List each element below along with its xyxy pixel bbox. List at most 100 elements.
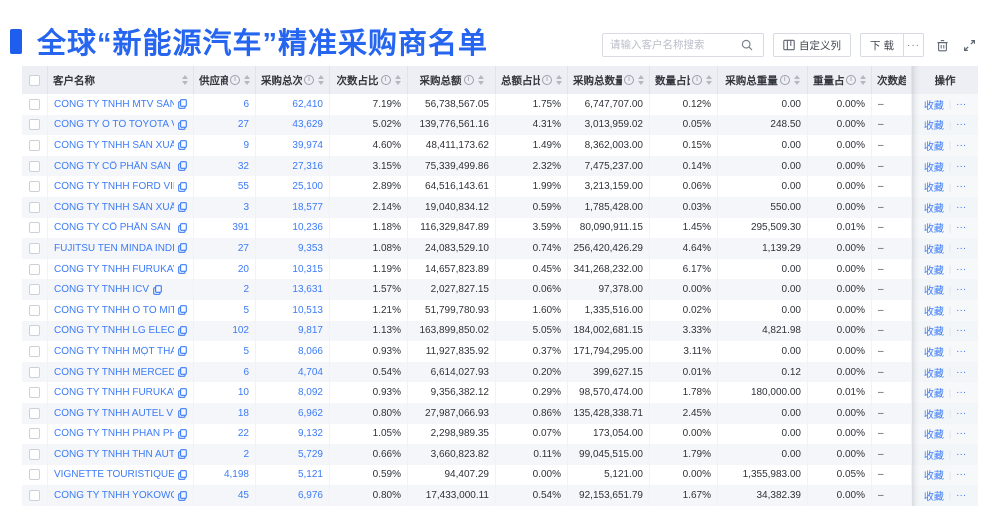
favorite-button[interactable]: 收藏: [923, 224, 944, 236]
supplier-count-link[interactable]: 22: [194, 423, 256, 445]
customer-name-link[interactable]: CÔNG TY TNHH MERCEDES-B...: [54, 366, 174, 378]
column-header[interactable]: 次数占比: [330, 66, 408, 94]
supplier-count-link[interactable]: 27: [194, 114, 256, 136]
sort-icon[interactable]: [706, 75, 712, 85]
supplier-count-link[interactable]: 32: [194, 155, 256, 177]
sort-icon[interactable]: [556, 75, 562, 85]
customer-name-link[interactable]: CÔNG TY TNHH THN AUTOPAR...: [54, 448, 174, 460]
column-header[interactable]: 供应商: [194, 66, 256, 94]
column-header[interactable]: 客户名称: [48, 66, 194, 94]
row-checkbox[interactable]: [29, 304, 40, 316]
purchase-times-link[interactable]: 62,410: [256, 94, 330, 115]
row-more-button[interactable]: ···: [956, 222, 967, 234]
copy-icon[interactable]: [178, 202, 187, 213]
copy-icon[interactable]: [178, 161, 187, 171]
customer-name-link[interactable]: CÔNG TY TNHH PHÂN PHỐI T...: [54, 428, 174, 440]
favorite-button[interactable]: 收藏: [923, 141, 944, 153]
customer-name-link[interactable]: CÔNG TY CỔ PHẦN SẢN XUẤT...: [54, 160, 174, 172]
row-checkbox[interactable]: [29, 284, 40, 296]
purchase-times-link[interactable]: 27,316: [256, 155, 330, 177]
purchase-times-link[interactable]: 10,513: [256, 299, 330, 321]
column-header[interactable]: 数量占比: [650, 66, 718, 94]
favorite-button[interactable]: 收藏: [923, 430, 944, 442]
row-checkbox[interactable]: [29, 490, 40, 502]
row-checkbox[interactable]: [29, 139, 40, 151]
supplier-count-link[interactable]: 391: [194, 217, 256, 239]
select-all-checkbox[interactable]: [29, 74, 40, 86]
copy-icon[interactable]: [178, 387, 187, 398]
row-more-button[interactable]: ···: [956, 139, 967, 151]
purchase-times-link[interactable]: 8,092: [256, 382, 330, 403]
favorite-button[interactable]: 收藏: [923, 265, 944, 277]
copy-icon[interactable]: [178, 490, 187, 501]
row-more-button[interactable]: ···: [956, 119, 967, 131]
row-more-button[interactable]: ···: [956, 242, 967, 254]
favorite-button[interactable]: 收藏: [923, 306, 944, 318]
supplier-count-link[interactable]: 10: [194, 382, 256, 403]
row-more-button[interactable]: ···: [956, 160, 967, 172]
supplier-count-link[interactable]: 2: [194, 444, 256, 465]
favorite-button[interactable]: 收藏: [923, 492, 944, 504]
info-icon[interactable]: [380, 75, 391, 85]
favorite-button[interactable]: 收藏: [923, 368, 944, 380]
purchase-times-link[interactable]: 9,817: [256, 320, 330, 342]
row-more-button[interactable]: ···: [956, 181, 967, 193]
row-checkbox[interactable]: [29, 428, 40, 440]
download-more-button[interactable]: ···: [904, 33, 924, 57]
purchase-times-link[interactable]: 10,315: [256, 258, 330, 280]
info-icon[interactable]: [692, 75, 702, 85]
copy-icon[interactable]: [178, 140, 187, 151]
row-checkbox[interactable]: [29, 98, 40, 110]
supplier-count-link[interactable]: 5: [194, 341, 256, 362]
supplier-count-link[interactable]: 55: [194, 176, 256, 197]
row-more-button[interactable]: ···: [956, 98, 967, 110]
copy-icon[interactable]: [178, 99, 187, 110]
customer-name-link[interactable]: CÔNG TY TNHH MỘT THÀNH V...: [54, 345, 174, 357]
row-more-button[interactable]: ···: [956, 407, 967, 419]
favorite-button[interactable]: 收藏: [923, 286, 944, 298]
sort-icon[interactable]: [318, 75, 324, 85]
row-checkbox[interactable]: [29, 263, 40, 275]
sort-icon[interactable]: [860, 75, 866, 85]
favorite-button[interactable]: 收藏: [923, 162, 944, 174]
row-checkbox[interactable]: [29, 448, 40, 460]
sort-icon[interactable]: [477, 75, 484, 85]
row-checkbox[interactable]: [29, 160, 40, 172]
supplier-count-link[interactable]: 3: [194, 196, 256, 218]
purchase-times-link[interactable]: 43,629: [256, 114, 330, 136]
info-icon[interactable]: [463, 75, 474, 85]
row-checkbox[interactable]: [29, 242, 40, 254]
purchase-times-link[interactable]: 6,962: [256, 402, 330, 424]
supplier-count-link[interactable]: 2: [194, 279, 256, 300]
search-icon[interactable]: [738, 36, 756, 54]
copy-icon[interactable]: [178, 367, 187, 377]
info-icon[interactable]: [846, 75, 856, 85]
purchase-times-link[interactable]: 5,729: [256, 444, 330, 465]
row-more-button[interactable]: ···: [956, 428, 967, 440]
customer-name-link[interactable]: VIGNETTE TOURISTIQUE G UNI...: [54, 469, 174, 481]
favorite-button[interactable]: 收藏: [923, 100, 944, 112]
copy-icon[interactable]: [178, 120, 187, 130]
favorite-button[interactable]: 收藏: [923, 450, 944, 462]
sort-icon[interactable]: [394, 75, 401, 85]
sort-icon[interactable]: [638, 75, 644, 85]
favorite-button[interactable]: 收藏: [923, 347, 944, 359]
supplier-count-link[interactable]: 45: [194, 485, 256, 506]
sort-icon[interactable]: [244, 75, 250, 85]
customer-name-link[interactable]: CÔNG TY TNHH FURUKAWA A...: [54, 387, 174, 399]
row-more-button[interactable]: ···: [956, 263, 967, 275]
row-checkbox[interactable]: [29, 469, 40, 481]
supplier-count-link[interactable]: 9: [194, 135, 256, 156]
customize-columns-button[interactable]: 自定义列: [773, 33, 851, 57]
customer-name-link[interactable]: FUJITSU TEN MINDA INDIA PVT...: [54, 242, 174, 254]
purchase-times-link[interactable]: 39,974: [256, 135, 330, 156]
purchase-times-link[interactable]: 13,631: [256, 279, 330, 300]
row-checkbox[interactable]: [29, 181, 40, 193]
row-more-button[interactable]: ···: [956, 448, 967, 460]
row-checkbox[interactable]: [29, 222, 40, 234]
info-icon[interactable]: [304, 75, 314, 85]
info-icon[interactable]: [624, 75, 634, 85]
column-header[interactable]: 操作: [912, 66, 978, 94]
favorite-button[interactable]: 收藏: [923, 183, 944, 195]
favorite-button[interactable]: 收藏: [923, 409, 944, 421]
